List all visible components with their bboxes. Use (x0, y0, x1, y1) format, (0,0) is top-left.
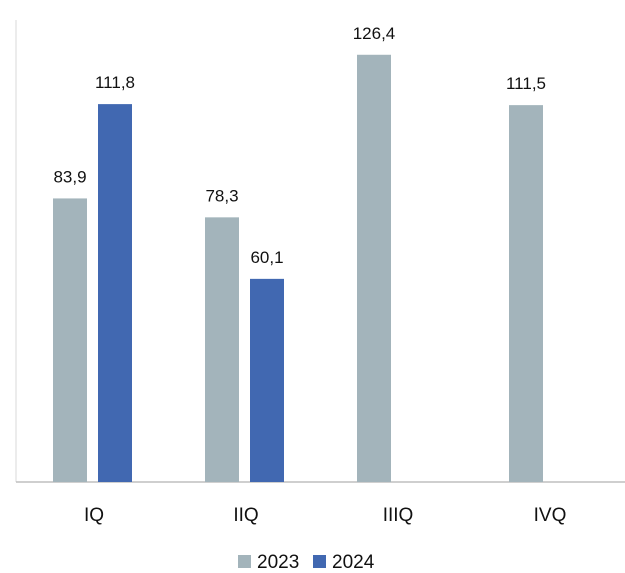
legend: 2023 2024 (238, 552, 375, 573)
bar-ivq-2023 (509, 105, 543, 482)
x-tick-ivq: IVQ (534, 505, 567, 526)
legend-swatch-2024 (313, 555, 326, 568)
value-label-iq-2024: 111,8 (95, 73, 135, 92)
x-tick-iiq: IIQ (233, 505, 258, 526)
bar-iiq-2023 (205, 217, 239, 482)
value-label-iq-2023: 83,9 (53, 167, 86, 186)
legend-label-2023: 2023 (257, 552, 299, 573)
x-tick-iq: IQ (84, 505, 104, 526)
bar-iq-2023 (53, 198, 87, 482)
value-label-iiq-2023: 78,3 (205, 186, 238, 205)
bar-iq-2024 (98, 104, 132, 482)
x-tick-iiiq: IIIQ (383, 505, 414, 526)
bars-group (53, 54, 543, 482)
value-label-ivq-2023: 111,5 (506, 74, 546, 93)
bar-iiiq-2023 (357, 54, 391, 482)
bar-iiq-2024 (250, 278, 284, 482)
value-label-iiq-2024: 60,1 (250, 248, 283, 267)
legend-label-2024: 2024 (332, 552, 375, 573)
value-labels-group: 83,9 111,8 78,3 60,1 126,4 111,5 (53, 24, 546, 267)
x-tick-labels-group: IQ IIQ IIIQ IVQ (84, 505, 566, 526)
value-label-iiiq-2023: 126,4 (353, 24, 396, 43)
legend-swatch-2023 (238, 555, 251, 568)
